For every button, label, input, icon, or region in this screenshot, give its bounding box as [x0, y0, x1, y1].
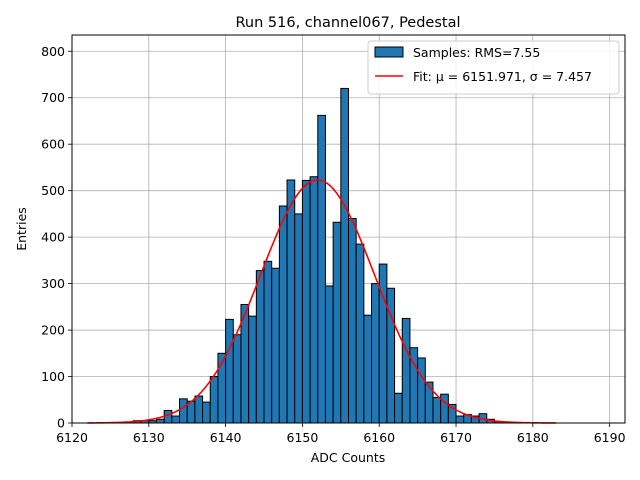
histogram-bar [171, 415, 181, 424]
histogram-bar [324, 285, 334, 424]
x-tick-label: 6190 [594, 430, 626, 445]
y-tick-label: 200 [41, 323, 65, 338]
histogram-bar [225, 318, 234, 424]
histogram-bar [309, 176, 319, 424]
x-tick-label: 6130 [133, 430, 165, 445]
x-tick-label: 6120 [56, 430, 88, 445]
histogram-bar [232, 334, 242, 424]
x-tick-label: 6160 [363, 430, 395, 445]
x-tick-label: 6140 [210, 430, 242, 445]
legend-swatch-histogram [374, 46, 404, 58]
histogram-bar [286, 179, 296, 424]
histogram-bar [401, 317, 411, 424]
histogram-bar [371, 283, 380, 424]
y-tick-label: 300 [41, 276, 65, 291]
histogram-bar [348, 218, 357, 424]
histogram-bar [294, 213, 303, 424]
y-tick-label: 500 [41, 183, 65, 198]
legend: Samples: RMS=7.55 Fit: μ = 6151.971, σ =… [367, 40, 620, 95]
histogram-bar [363, 314, 373, 424]
histogram-bar [440, 393, 449, 424]
histogram-bar [340, 87, 350, 424]
chart-title: Run 516, channel067, Pedestal [235, 15, 460, 31]
histogram-bar [455, 415, 465, 424]
histogram-bar [209, 376, 219, 424]
histogram-bar [255, 270, 265, 424]
histogram-bar [271, 267, 280, 424]
x-tick-label: 6150 [287, 430, 319, 445]
histogram-bar [194, 395, 204, 424]
histogram-bar [248, 315, 257, 424]
legend-label-histogram: Samples: RMS=7.55 [413, 45, 540, 60]
y-tick-label: 700 [41, 90, 65, 105]
y-tick-label: 800 [41, 44, 65, 59]
y-tick-label: 100 [41, 369, 65, 384]
histogram-bar [317, 114, 326, 424]
histogram-bar [417, 357, 426, 424]
histogram-bar [179, 398, 188, 424]
plot-frame [71, 34, 626, 424]
histogram-bars [132, 87, 511, 424]
histogram-bar [394, 392, 403, 424]
y-axis-label: Entries [14, 207, 29, 251]
legend-label-fit: Fit: μ = 6151.971, σ = 7.457 [413, 69, 592, 84]
x-tick-label: 6170 [440, 430, 472, 445]
histogram-bar [332, 221, 342, 424]
x-axis-ticks: 6120 6130 6140 6150 6160 6170 6180 6190 [56, 423, 626, 445]
histogram-bar [355, 243, 365, 424]
histogram-bar [301, 179, 311, 424]
histogram-bar [202, 401, 211, 424]
histogram-bar [424, 381, 434, 424]
legend-box [367, 40, 620, 95]
y-tick-label: 0 [57, 416, 65, 431]
histogram-bar [432, 396, 442, 424]
histogram-bar [278, 205, 288, 424]
histogram-bar [263, 260, 273, 424]
fit-curve [87, 179, 556, 424]
x-axis-label: ADC Counts [311, 450, 386, 465]
y-tick-label: 400 [41, 230, 65, 245]
y-axis-ticks: 0 100 200 300 400 500 600 700 800 [41, 44, 72, 431]
y-tick-label: 600 [41, 137, 65, 152]
histogram-bar [155, 418, 165, 424]
x-tick-label: 6180 [517, 430, 549, 445]
